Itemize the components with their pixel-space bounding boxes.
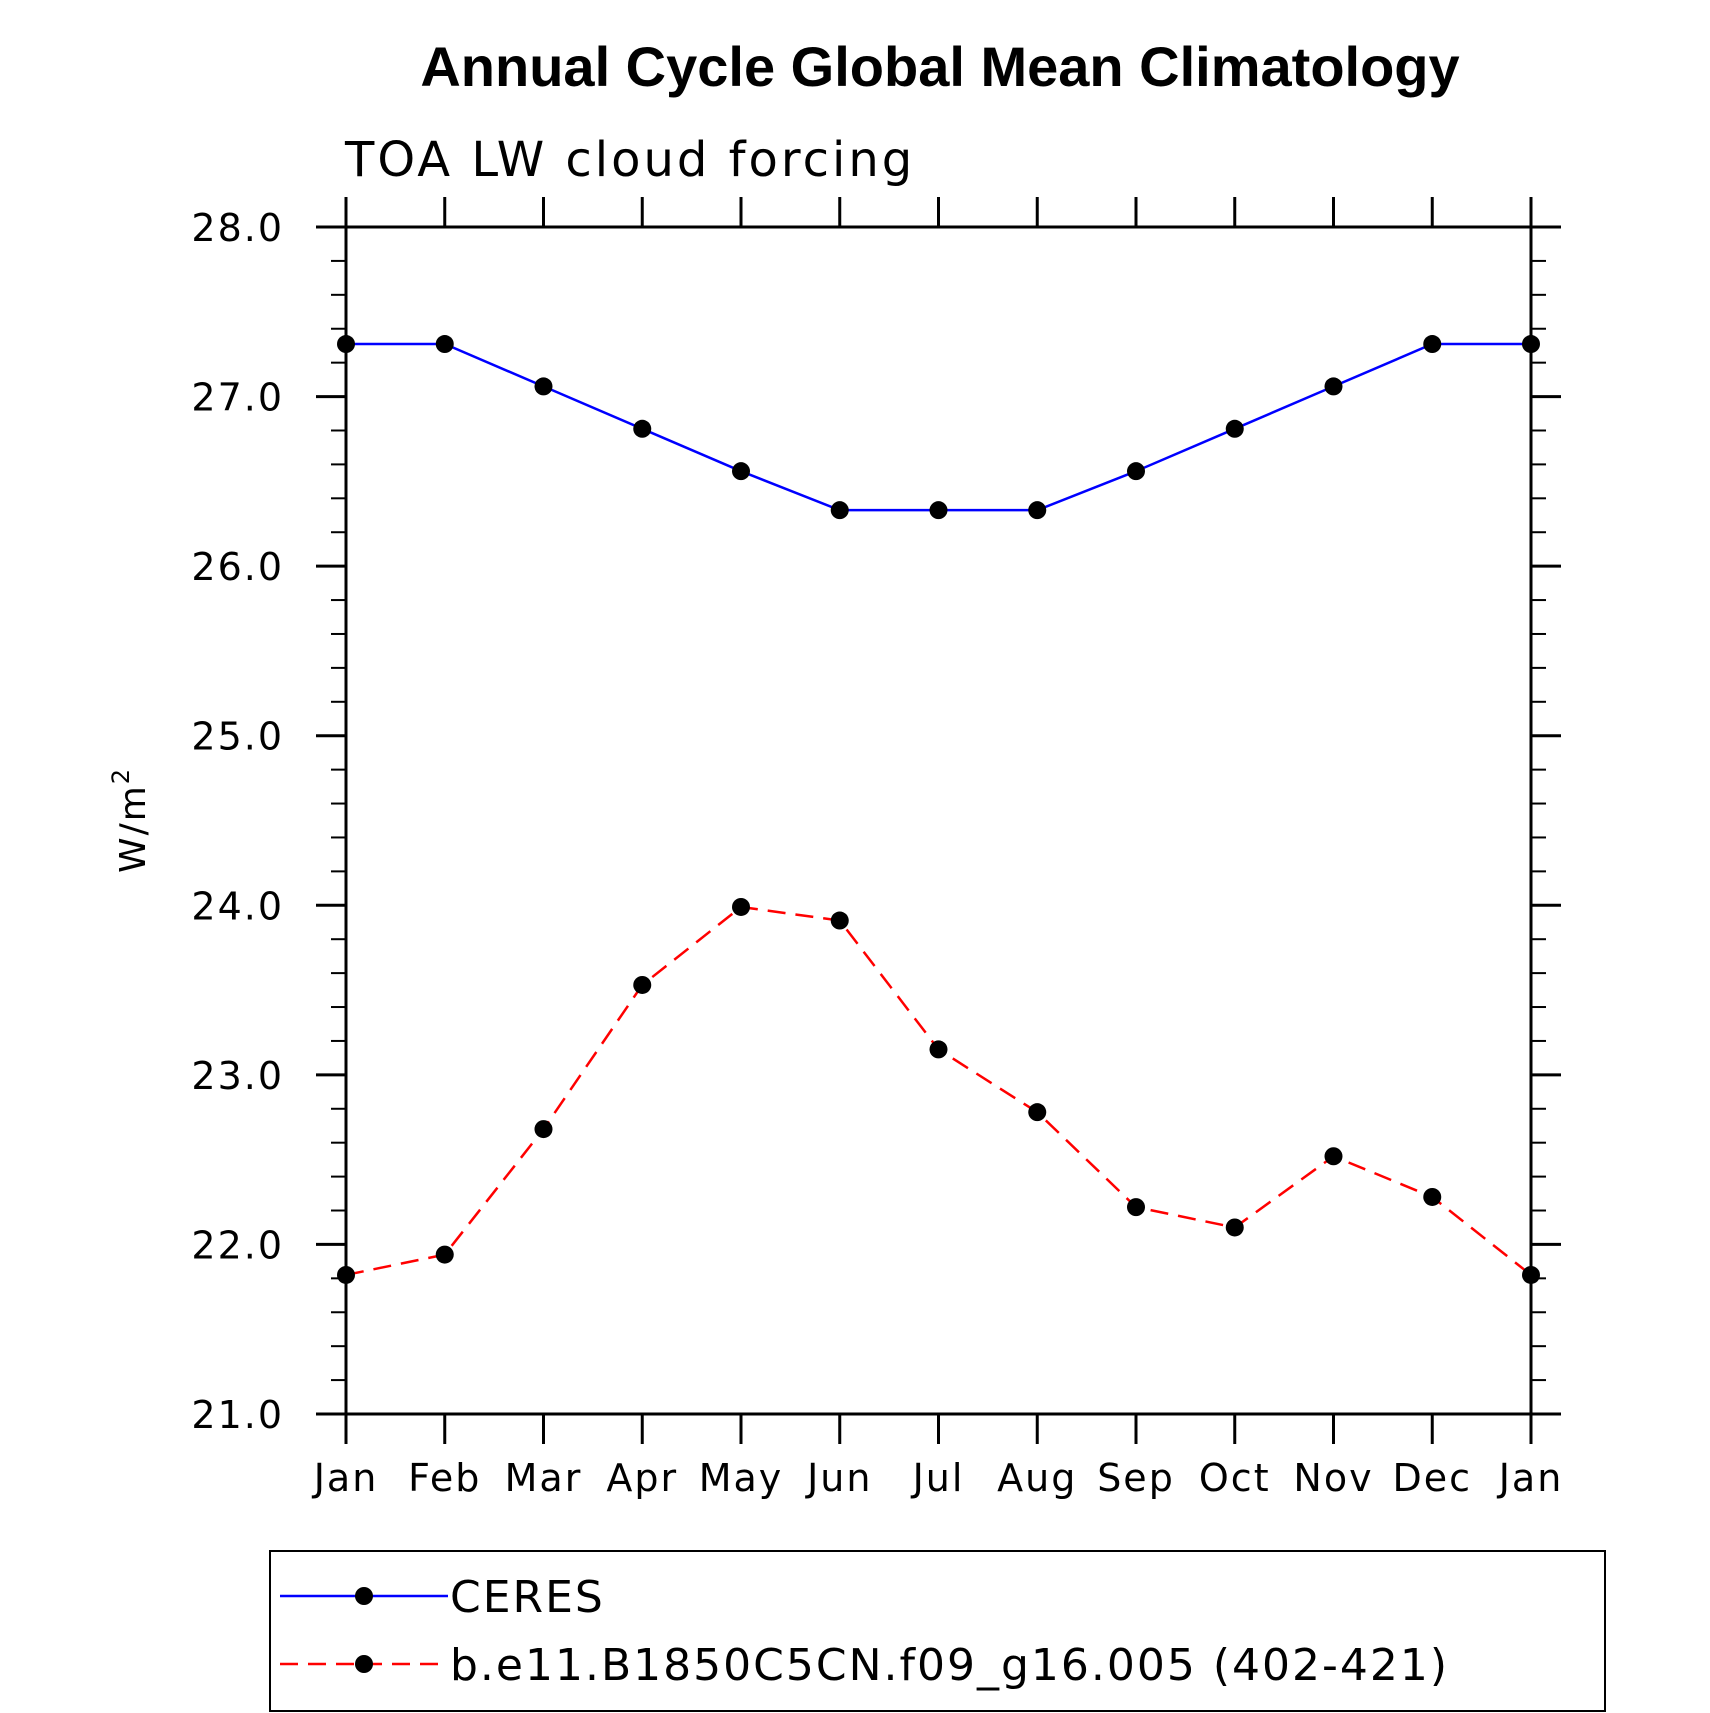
data-point <box>830 501 849 520</box>
data-point <box>435 335 454 354</box>
legend-label: b.e11.B1850C5CN.f09_g16.005 (402-421) <box>450 1640 1449 1691</box>
y-tick-label: 25.0 <box>191 715 284 759</box>
x-tick-label: Aug <box>997 1456 1077 1500</box>
x-tick-label: Feb <box>408 1456 481 1500</box>
legend-label: CERES <box>450 1572 605 1623</box>
y-tick-label: 22.0 <box>191 1223 284 1267</box>
y-tick-label: 24.0 <box>191 884 284 928</box>
axes: Jan Feb Mar Apr May Jun Jul Aug Sep Oct Nov Dec Jan 2… <box>107 197 1564 1500</box>
y-tick-label: 21.0 <box>191 1393 284 1437</box>
data-point <box>633 419 652 438</box>
data-point <box>1324 1147 1343 1166</box>
x-tick-label: Jan <box>1497 1456 1564 1500</box>
legend-marker <box>355 1655 373 1673</box>
data-point <box>534 1120 553 1139</box>
data-point <box>1028 1103 1047 1122</box>
series-ceres <box>337 335 1540 520</box>
legend-marker <box>355 1587 373 1605</box>
series-model <box>337 897 1540 1284</box>
data-point <box>1127 462 1145 481</box>
data-point <box>929 1040 948 1059</box>
y-axis-label: W/m2 <box>107 767 154 873</box>
y-tick-label: 26.0 <box>191 545 284 589</box>
data-point <box>337 335 355 354</box>
y-tick-label: 27.0 <box>191 376 284 420</box>
x-tick-label: Oct <box>1199 1456 1271 1500</box>
data-point <box>830 911 849 930</box>
x-tick-label: Sep <box>1097 1456 1175 1500</box>
y-axis-label-superscript: 2 <box>107 767 135 784</box>
data-point <box>1225 419 1244 438</box>
data-point <box>732 897 750 916</box>
data-point <box>1324 377 1343 396</box>
data-point <box>1522 335 1540 354</box>
data-point <box>732 462 750 481</box>
x-tick-label: Nov <box>1293 1456 1373 1500</box>
plot-frame <box>344 225 1533 1416</box>
x-tick-label: May <box>699 1456 784 1500</box>
series-group <box>337 335 1540 1284</box>
y-tick-label: 28.0 <box>191 206 284 250</box>
chart-title: Annual Cycle Global Mean Climatology <box>420 35 1459 98</box>
data-point <box>1423 335 1442 354</box>
data-point <box>633 975 652 994</box>
x-tick-label: Mar <box>505 1456 583 1500</box>
legend-box <box>269 1550 1606 1712</box>
series-line <box>345 905 1532 1277</box>
data-point <box>435 1245 454 1264</box>
x-tick-label: Jul <box>911 1456 965 1500</box>
data-point <box>1423 1187 1442 1206</box>
series-line <box>346 342 1531 512</box>
x-tick-label: Apr <box>606 1456 678 1500</box>
legend: CERES b.e11.B1850C5CN.f09_g16.005 (402-42… <box>269 1550 1606 1712</box>
chart-subtitle: TOA LW cloud forcing <box>344 132 915 188</box>
data-point <box>929 501 948 520</box>
data-point <box>534 377 553 396</box>
data-point <box>1127 1198 1145 1217</box>
x-tick-label: Jun <box>805 1456 872 1500</box>
x-tick-label: Jan <box>312 1456 379 1500</box>
y-tick-label: 23.0 <box>191 1054 284 1098</box>
data-point <box>1225 1218 1244 1237</box>
x-tick-label: Dec <box>1392 1456 1472 1500</box>
data-point <box>337 1265 355 1284</box>
data-point <box>1522 1265 1540 1284</box>
data-point <box>1028 501 1047 520</box>
